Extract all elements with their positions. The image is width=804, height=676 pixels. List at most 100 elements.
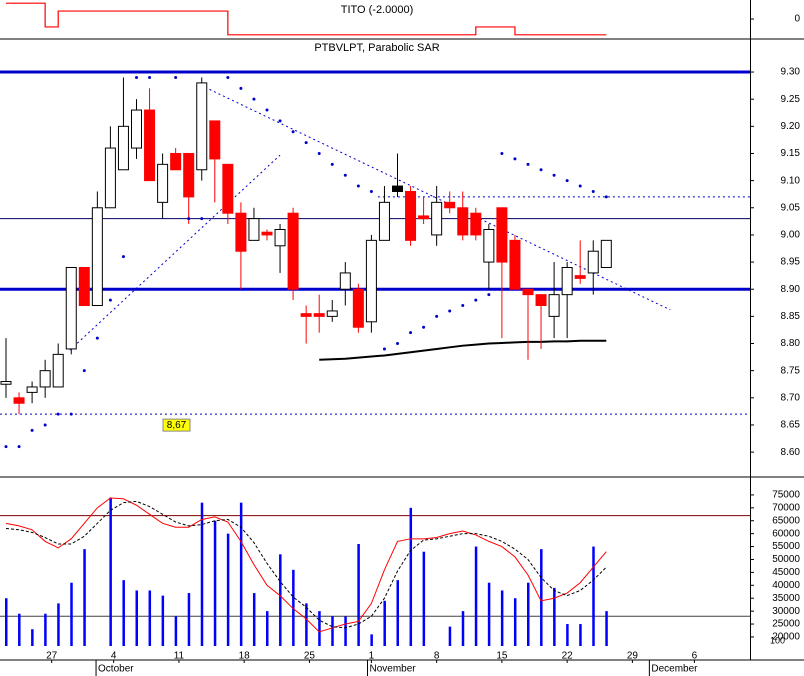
level-label-box: [162, 418, 191, 432]
candle-body: [392, 185, 403, 192]
x-tick-label: 11: [174, 651, 185, 662]
volume-bar: [422, 551, 426, 646]
volume-bar: [357, 543, 360, 646]
y-tick-label: 40000: [772, 580, 800, 591]
x-tick-label: 22: [562, 651, 574, 662]
sar-dot: [461, 304, 465, 308]
volume-bar: [226, 533, 230, 646]
volume-bar: [252, 593, 256, 646]
candle-body: [196, 82, 208, 171]
volume-bar: [566, 624, 569, 646]
trend-line: [200, 84, 671, 311]
y-tick-label: 25000: [772, 619, 800, 630]
sar-dot: [30, 428, 34, 432]
sar-dot: [69, 412, 73, 416]
volume-bar: [292, 569, 295, 646]
candle-body: [600, 239, 612, 269]
y-tick-label: 55000: [772, 541, 800, 552]
sar-dot: [148, 75, 152, 79]
sar-dot: [226, 75, 230, 79]
candle-body: [183, 152, 195, 198]
sar-dot: [200, 217, 204, 221]
sar-dot: [435, 314, 439, 318]
volume-bar: [44, 613, 47, 646]
oscillator-line: [5, 497, 607, 633]
sar-dot: [4, 445, 8, 449]
sar-dot: [135, 75, 138, 79]
sar-dot: [369, 189, 373, 193]
candle-body: [418, 215, 430, 220]
candle-body: [431, 201, 443, 236]
y-tick-label: 9.25: [781, 94, 801, 105]
sar-dot: [265, 108, 269, 112]
candle-body: [131, 109, 142, 149]
y-tick-label: 8.85: [781, 311, 801, 322]
sar-dot: [304, 141, 308, 145]
y-tick-label: 8.70: [781, 392, 801, 403]
volume-bar: [5, 598, 8, 646]
volume-bar: [409, 507, 413, 646]
candle-body: [548, 294, 560, 317]
y-tick-label: 70000: [772, 502, 800, 513]
x-tick-label: 8: [434, 651, 440, 662]
sar-dot: [252, 97, 256, 101]
candle-body: [352, 288, 364, 328]
candle-body: [287, 212, 299, 290]
volume-bar: [500, 590, 504, 646]
volume-bar: [122, 580, 125, 646]
candle-body: [78, 267, 90, 307]
month-label: November: [369, 664, 416, 675]
panel-title: PTBVLPT, Parabolic SAR: [314, 42, 439, 54]
sar-dot: [474, 298, 478, 302]
volume-bar: [579, 624, 582, 646]
sar-dot: [330, 162, 334, 166]
volume-bar: [187, 593, 191, 646]
candle-body: [104, 147, 116, 209]
month-label: December: [651, 664, 698, 675]
sar-dot: [82, 369, 86, 373]
y-tick-label: 9.30: [781, 67, 801, 78]
candle-body: [496, 207, 508, 263]
y-tick-label: 20000: [772, 632, 800, 643]
sar-dot: [539, 168, 543, 172]
x-tick-label: 15: [496, 651, 508, 662]
candle-body: [535, 294, 547, 307]
volume-bar: [279, 554, 282, 646]
candle-body: [274, 228, 286, 247]
y-tick-label: 8.90: [781, 284, 801, 295]
volume-bar: [83, 549, 86, 646]
candle-body: [522, 288, 534, 296]
candle-body: [313, 313, 325, 317]
candle-body: [405, 190, 417, 241]
sar-dot: [278, 119, 282, 123]
candle-body: [248, 218, 260, 241]
x-tick-label: 1: [369, 651, 375, 662]
x-tick-label: 18: [239, 651, 251, 662]
sar-dot: [291, 130, 295, 134]
candle-body: [444, 201, 456, 209]
volume-bar: [513, 598, 517, 646]
volume-bar: [383, 600, 386, 646]
unit-label: 100: [770, 635, 785, 645]
sar-dot: [487, 293, 491, 297]
volume-bar: [135, 590, 138, 646]
oscillator-line: [5, 500, 607, 629]
sar-dot: [187, 217, 191, 221]
volume-bar: [605, 611, 608, 646]
y-tick-label: 50000: [772, 554, 800, 565]
y-tick-label: 8.95: [781, 257, 801, 268]
candle-body: [470, 212, 482, 236]
y-tick-label: 75000: [772, 490, 800, 501]
volume-bar: [448, 626, 452, 646]
volume-bar: [527, 582, 530, 646]
volume-bar: [57, 603, 60, 646]
volume-bar: [487, 582, 491, 646]
y-tick-label: 9.10: [781, 175, 801, 186]
sar-dot: [396, 342, 399, 346]
sar-dot: [578, 184, 582, 188]
indicator-line: [6, 2, 607, 36]
month-label: October: [98, 664, 134, 675]
sar-dot: [409, 331, 413, 335]
